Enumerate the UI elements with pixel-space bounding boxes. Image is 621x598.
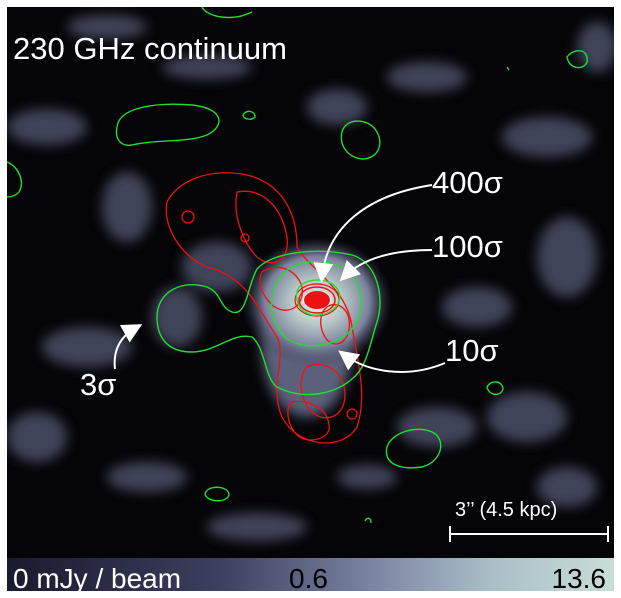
annotation-arrows: [113, 184, 446, 373]
scale-bar: [449, 526, 609, 542]
colorbar-mid-label: 0.6: [289, 563, 328, 591]
green-contours: [7, 7, 588, 524]
red-contours: [165, 172, 363, 444]
arrow-100: [339, 249, 433, 282]
scale-bar-label: 3’’ (4.5 kpc): [455, 499, 558, 521]
arrow-10: [338, 350, 446, 373]
map-title: 230 GHz continuum: [13, 31, 287, 66]
noise-field: [7, 15, 614, 541]
colorbar-min-label: 0 mJy / beam: [13, 563, 182, 591]
image-frame: 230 GHz continuum 400σ 100σ 10σ 3σ 3’’ (…: [7, 7, 614, 591]
colorbar-max-label: 13.6: [551, 563, 607, 591]
label-10-sigma: 10σ: [445, 333, 499, 368]
arrow-400: [313, 184, 433, 283]
label-100-sigma: 100σ: [432, 229, 503, 264]
arrow-3: [113, 324, 143, 370]
colorbar: [7, 558, 614, 591]
label-3-sigma: 3σ: [80, 367, 117, 402]
source-emission: [242, 237, 392, 417]
label-400-sigma: 400σ: [432, 165, 503, 200]
continuum-map: [7, 7, 614, 542]
